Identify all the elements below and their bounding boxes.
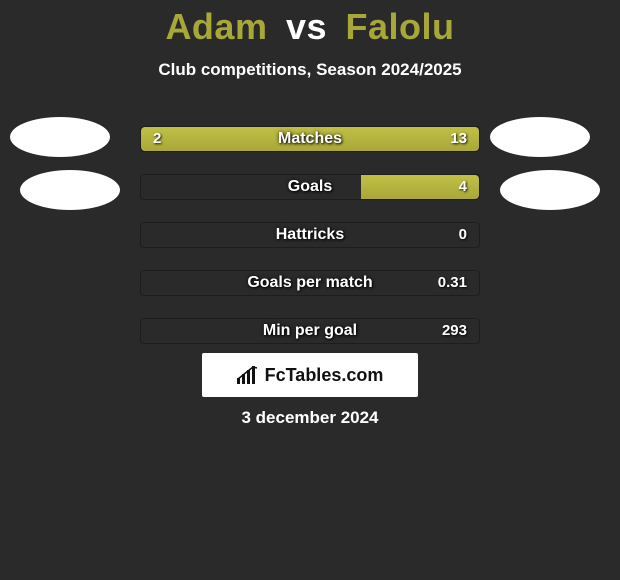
comparison-infographic: Adam vs Falolu Club competitions, Season… [0,0,620,580]
stat-value-left: 2 [153,127,161,151]
subtitle: Club competitions, Season 2024/2025 [0,60,620,80]
stat-value-right: 13 [450,127,467,151]
stat-row: Min per goal293 [140,318,480,344]
stat-bars: Matches2 13 Goals4 Hattricks0 Goals per matc… [140,126,480,366]
stat-label: Goals [141,175,479,199]
stat-row: Matches2 13 [140,126,480,152]
avatar-right-1 [490,117,590,157]
stat-label: Matches [141,127,479,151]
brand-text: FcTables.com [265,365,384,386]
title: Adam vs Falolu [0,0,620,48]
stat-row: Goals4 [140,174,480,200]
stat-value-right: 293 [442,319,467,343]
player1-name: Adam [165,6,267,47]
stat-label: Hattricks [141,223,479,247]
stat-value-right: 4 [459,175,467,199]
player2-name: Falolu [346,6,455,47]
stat-label: Min per goal [141,319,479,343]
avatar-right-2 [500,170,600,210]
stat-value-right: 0.31 [438,271,467,295]
brand-box: FcTables.com [202,353,418,397]
chart-icon [237,366,259,384]
stat-row: Hattricks0 [140,222,480,248]
stat-row: Goals per match0.31 [140,270,480,296]
vs-label: vs [286,6,327,47]
stat-label: Goals per match [141,271,479,295]
date-line: 3 december 2024 [0,408,620,428]
avatar-left-1 [10,117,110,157]
avatar-left-2 [20,170,120,210]
stat-value-right: 0 [459,223,467,247]
